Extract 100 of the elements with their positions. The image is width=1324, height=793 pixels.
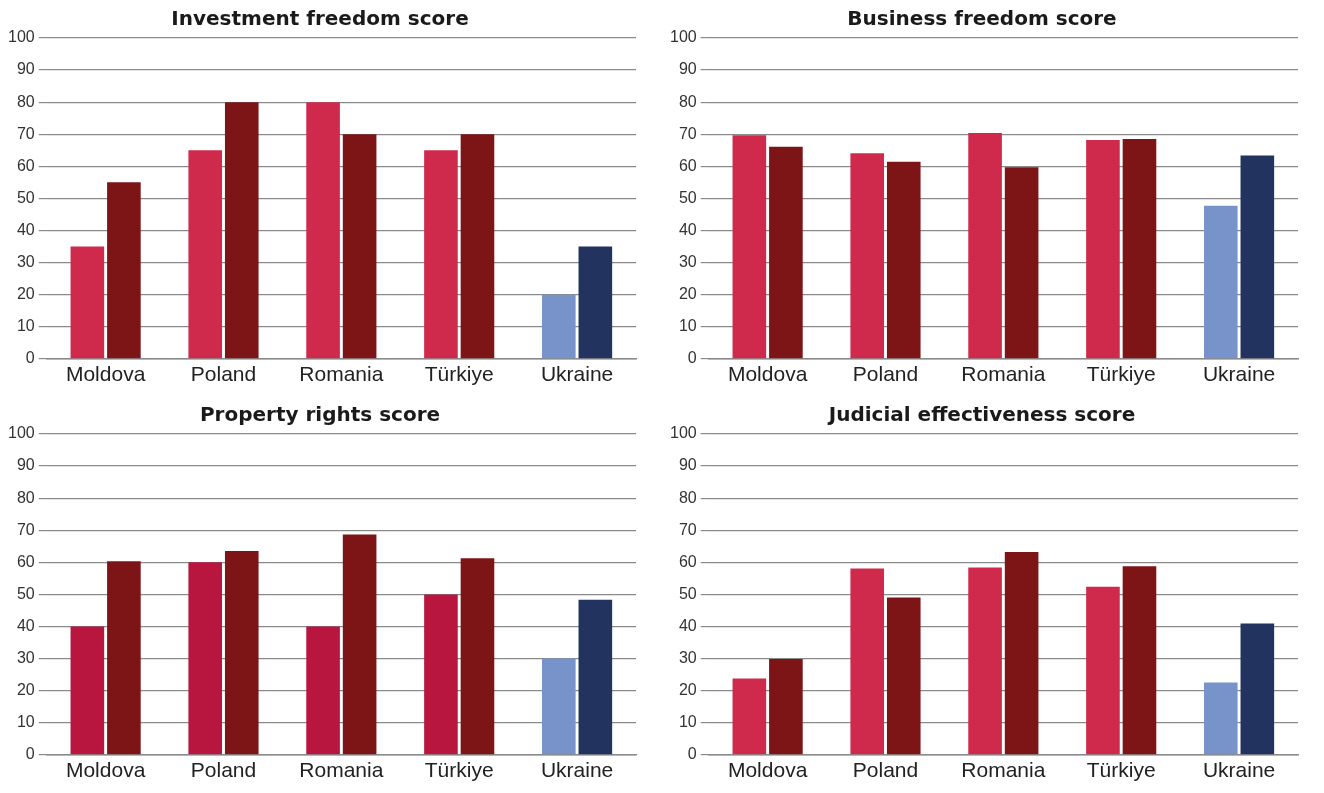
bar bbox=[70, 626, 105, 755]
bar bbox=[224, 551, 259, 755]
bar bbox=[306, 626, 340, 755]
x-tick-label: Poland bbox=[190, 758, 257, 782]
y-tick-label: 10 bbox=[16, 317, 35, 335]
y-tick-label: 30 bbox=[678, 648, 697, 666]
y-tick-label: 50 bbox=[16, 584, 35, 602]
y-tick-label: 100 bbox=[7, 28, 35, 46]
bar bbox=[769, 658, 803, 755]
y-tick-label: 80 bbox=[16, 488, 35, 506]
y-tick-label: 10 bbox=[678, 713, 697, 731]
y-tick-label: 10 bbox=[678, 317, 697, 335]
x-tick-label: Romania bbox=[961, 362, 1046, 386]
y-tick-label: 0 bbox=[25, 745, 35, 763]
chart-title: Judicial effectiveness score bbox=[826, 402, 1136, 427]
bar bbox=[968, 132, 1002, 359]
y-tick-label: 80 bbox=[16, 92, 35, 110]
y-tick-label: 20 bbox=[678, 681, 697, 699]
x-tick-label: Türkiye bbox=[424, 362, 494, 386]
y-tick-label: 60 bbox=[678, 552, 697, 570]
bar bbox=[107, 561, 141, 755]
bar bbox=[968, 567, 1002, 755]
bar bbox=[342, 134, 377, 359]
bar bbox=[886, 597, 921, 755]
bar bbox=[578, 246, 613, 359]
bar bbox=[1203, 682, 1238, 755]
y-tick-label: 40 bbox=[678, 220, 697, 238]
x-tick-label: Ukraine bbox=[540, 758, 614, 782]
x-tick-label: Ukraine bbox=[1202, 362, 1276, 386]
x-tick-label: Ukraine bbox=[540, 362, 614, 386]
bar bbox=[306, 102, 340, 359]
bar bbox=[1004, 167, 1039, 359]
y-tick-label: 30 bbox=[678, 252, 697, 270]
bar bbox=[1004, 552, 1039, 755]
y-tick-label: 0 bbox=[25, 349, 35, 367]
bar bbox=[1240, 155, 1275, 359]
bar bbox=[460, 558, 495, 755]
chart-title: Investment freedom score bbox=[171, 6, 469, 31]
x-tick-label: Moldova bbox=[727, 758, 808, 782]
y-tick-label: 90 bbox=[16, 60, 35, 78]
y-tick-label: 90 bbox=[678, 456, 697, 474]
y-tick-label: 0 bbox=[687, 745, 697, 763]
y-tick-label: 30 bbox=[16, 252, 35, 270]
y-tick-label: 100 bbox=[669, 28, 697, 46]
y-tick-label: 80 bbox=[678, 488, 697, 506]
bar bbox=[70, 246, 105, 359]
bar bbox=[460, 134, 495, 359]
bar bbox=[188, 562, 223, 755]
bar bbox=[1086, 586, 1120, 755]
y-tick-label: 70 bbox=[16, 520, 35, 538]
y-tick-label: 80 bbox=[678, 92, 697, 110]
chart-title: Business freedom score bbox=[847, 6, 1117, 31]
y-tick-label: 70 bbox=[678, 520, 697, 538]
y-tick-label: 20 bbox=[678, 285, 697, 303]
bar bbox=[850, 153, 885, 359]
y-tick-label: 50 bbox=[678, 584, 697, 602]
y-tick-label: 10 bbox=[16, 713, 35, 731]
x-tick-label: Moldova bbox=[65, 362, 146, 386]
y-tick-label: 20 bbox=[16, 681, 35, 699]
bar bbox=[424, 594, 458, 755]
x-tick-label: Romania bbox=[299, 758, 384, 782]
y-tick-label: 20 bbox=[16, 285, 35, 303]
bar bbox=[850, 568, 885, 755]
x-tick-label: Romania bbox=[299, 362, 384, 386]
bar bbox=[1086, 140, 1120, 359]
bar bbox=[732, 678, 767, 755]
y-tick-label: 70 bbox=[16, 124, 35, 142]
x-tick-label: Poland bbox=[852, 758, 919, 782]
y-tick-label: 40 bbox=[16, 616, 35, 634]
bar bbox=[541, 294, 576, 359]
y-tick-label: 30 bbox=[16, 648, 35, 666]
y-tick-label: 60 bbox=[678, 156, 697, 174]
bar bbox=[732, 135, 767, 359]
bar bbox=[107, 182, 141, 359]
x-tick-label: Poland bbox=[190, 362, 257, 386]
x-tick-label: Türkiye bbox=[1086, 758, 1156, 782]
bar bbox=[342, 534, 377, 755]
x-tick-label: Türkiye bbox=[424, 758, 494, 782]
x-tick-label: Moldova bbox=[65, 758, 146, 782]
bar bbox=[578, 599, 613, 755]
bar bbox=[424, 150, 458, 359]
y-tick-label: 100 bbox=[669, 424, 697, 442]
bar bbox=[1122, 566, 1157, 755]
y-tick-label: 50 bbox=[16, 188, 35, 206]
y-tick-label: 40 bbox=[16, 220, 35, 238]
bar bbox=[886, 161, 921, 359]
y-tick-label: 90 bbox=[16, 456, 35, 474]
bar bbox=[541, 658, 576, 755]
y-tick-label: 60 bbox=[16, 552, 35, 570]
bar bbox=[224, 102, 259, 359]
y-tick-label: 90 bbox=[678, 60, 697, 78]
y-tick-label: 50 bbox=[678, 188, 697, 206]
bar bbox=[1240, 623, 1275, 755]
y-tick-label: 60 bbox=[16, 156, 35, 174]
y-tick-label: 100 bbox=[7, 424, 35, 442]
bar bbox=[188, 150, 223, 359]
x-tick-label: Ukraine bbox=[1202, 758, 1276, 782]
bar bbox=[769, 146, 803, 359]
y-tick-label: 40 bbox=[678, 616, 697, 634]
y-tick-label: 0 bbox=[687, 349, 697, 367]
